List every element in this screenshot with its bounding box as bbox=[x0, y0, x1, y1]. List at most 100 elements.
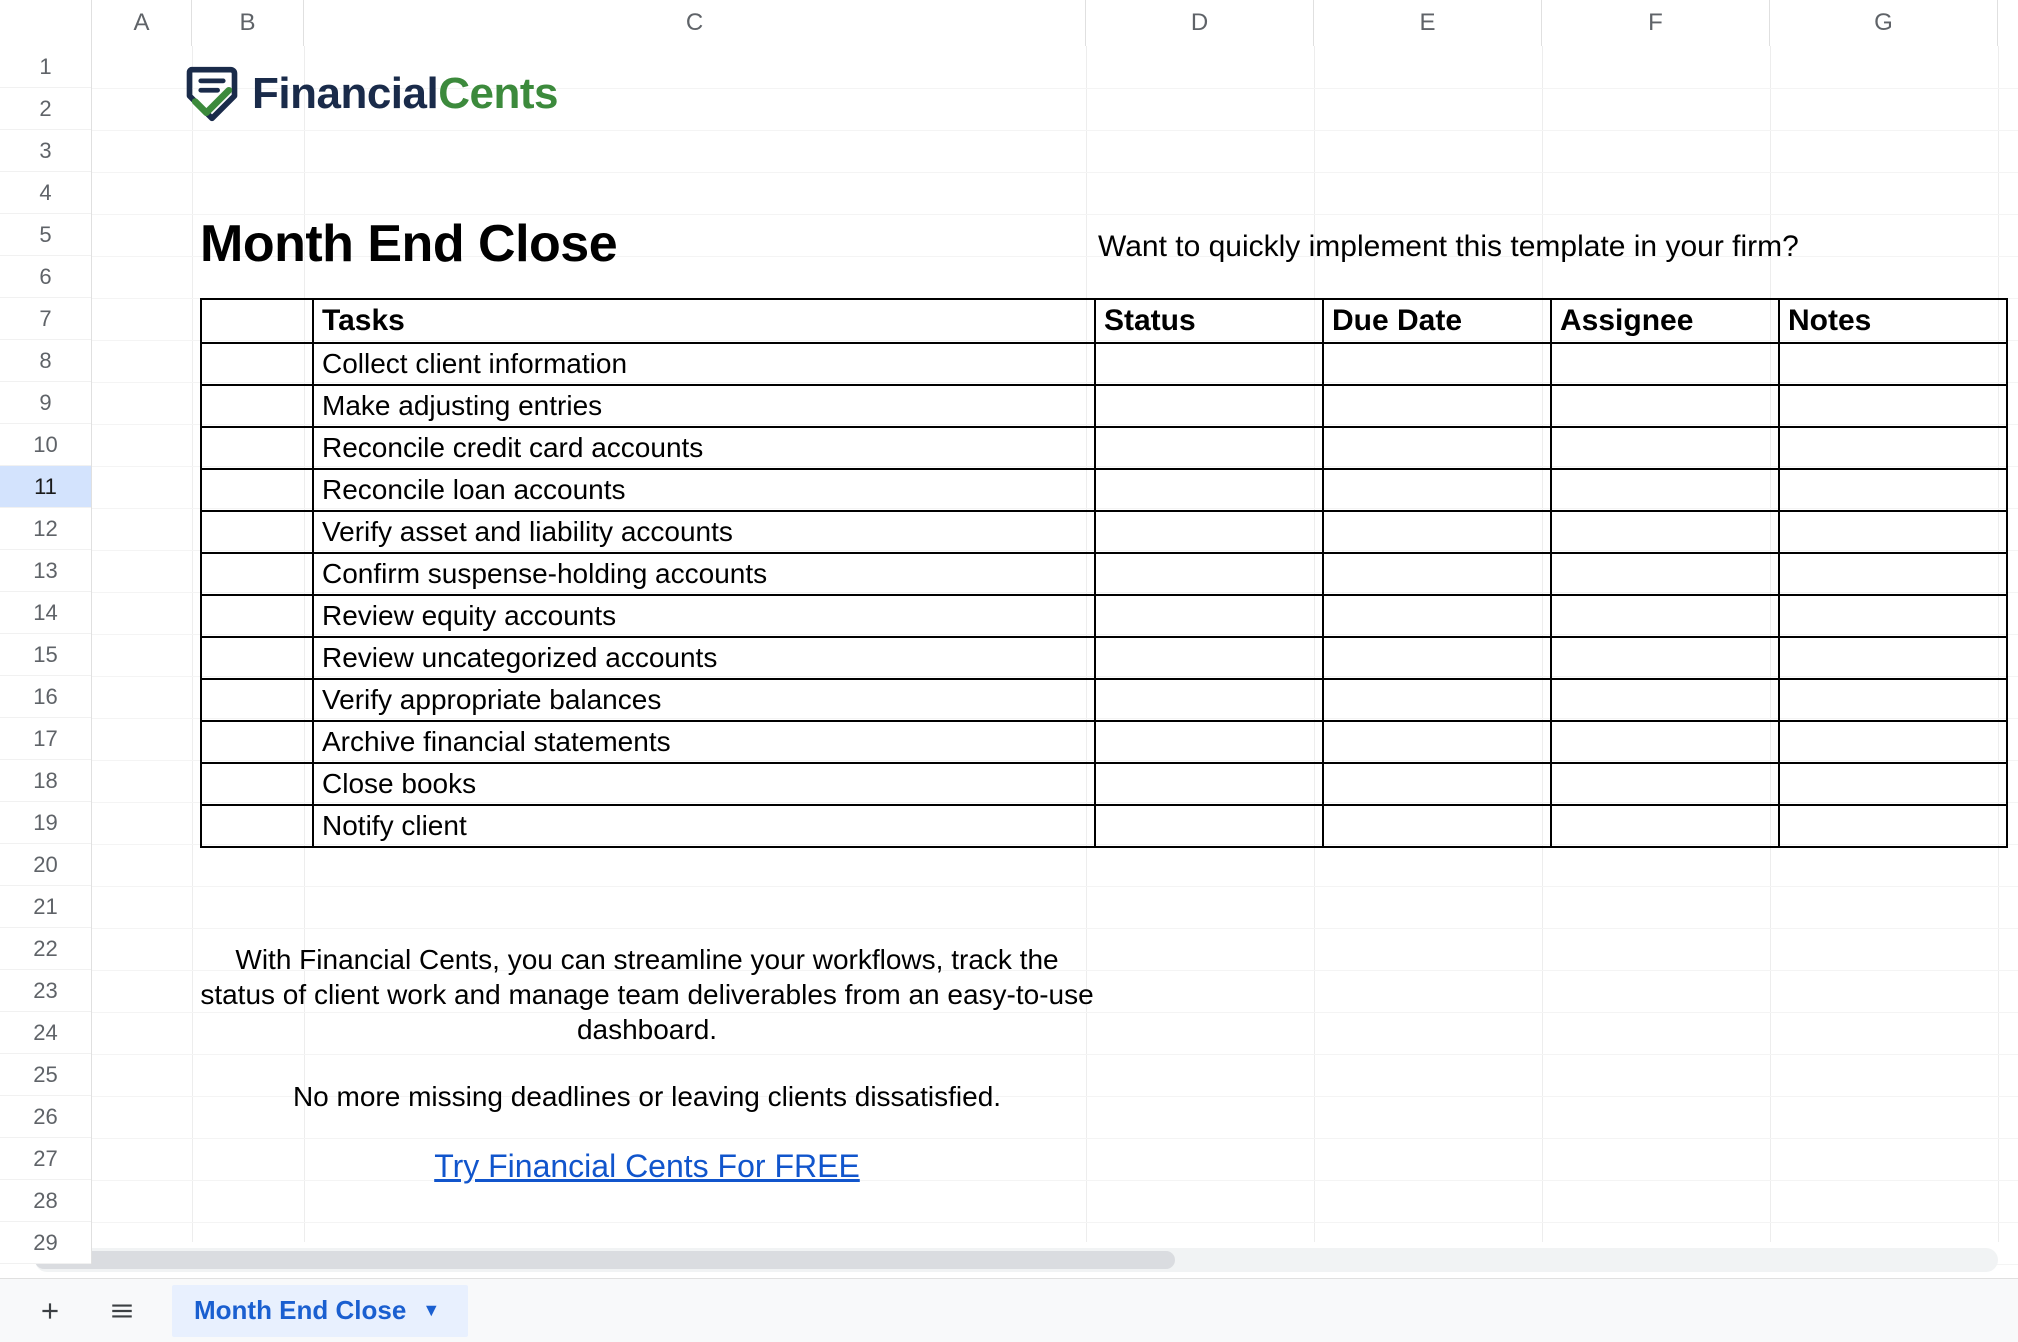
table-row[interactable]: Review equity accounts bbox=[201, 595, 2007, 637]
cell-e[interactable] bbox=[1323, 763, 1551, 805]
cell-d[interactable] bbox=[1095, 511, 1323, 553]
cell-g[interactable] bbox=[1779, 553, 2007, 595]
row-header-16[interactable]: 16 bbox=[0, 676, 91, 718]
row-header-26[interactable]: 26 bbox=[0, 1096, 91, 1138]
cell-d[interactable] bbox=[1095, 343, 1323, 385]
select-all-corner[interactable] bbox=[0, 0, 92, 46]
cell-c[interactable]: Reconcile loan accounts bbox=[313, 469, 1095, 511]
cell-f[interactable] bbox=[1551, 805, 1779, 847]
header-due-date[interactable]: Due Date bbox=[1323, 299, 1551, 343]
row-header-20[interactable]: 20 bbox=[0, 844, 91, 886]
row-header-25[interactable]: 25 bbox=[0, 1054, 91, 1096]
row-header-1[interactable]: 1 bbox=[0, 46, 91, 88]
table-row[interactable]: Collect client information bbox=[201, 343, 2007, 385]
row-header-3[interactable]: 3 bbox=[0, 130, 91, 172]
row-header-14[interactable]: 14 bbox=[0, 592, 91, 634]
row-header-27[interactable]: 27 bbox=[0, 1138, 91, 1180]
row-header-23[interactable]: 23 bbox=[0, 970, 91, 1012]
row-header-24[interactable]: 24 bbox=[0, 1012, 91, 1054]
cell-b[interactable] bbox=[201, 553, 313, 595]
cell-b[interactable] bbox=[201, 721, 313, 763]
column-header-b[interactable]: B bbox=[192, 0, 304, 46]
cell-f[interactable] bbox=[1551, 511, 1779, 553]
row-header-11[interactable]: 11 bbox=[0, 466, 91, 508]
cell-d[interactable] bbox=[1095, 595, 1323, 637]
row-header-21[interactable]: 21 bbox=[0, 886, 91, 928]
column-header-f[interactable]: F bbox=[1542, 0, 1770, 46]
tasks-table[interactable]: Tasks Status Due Date Assignee Notes Col… bbox=[200, 298, 2008, 848]
cell-d[interactable] bbox=[1095, 763, 1323, 805]
row-header-5[interactable]: 5 bbox=[0, 214, 91, 256]
cell-f[interactable] bbox=[1551, 595, 1779, 637]
cell-c[interactable]: Review uncategorized accounts bbox=[313, 637, 1095, 679]
column-header-a[interactable]: A bbox=[92, 0, 192, 46]
header-status[interactable]: Status bbox=[1095, 299, 1323, 343]
cell-g[interactable] bbox=[1779, 637, 2007, 679]
row-header-13[interactable]: 13 bbox=[0, 550, 91, 592]
cell-g[interactable] bbox=[1779, 805, 2007, 847]
table-row[interactable]: Reconcile loan accounts bbox=[201, 469, 2007, 511]
row-header-10[interactable]: 10 bbox=[0, 424, 91, 466]
scrollbar-thumb[interactable] bbox=[35, 1251, 1175, 1269]
row-header-8[interactable]: 8 bbox=[0, 340, 91, 382]
cell-f[interactable] bbox=[1551, 553, 1779, 595]
cell-e[interactable] bbox=[1323, 805, 1551, 847]
table-row[interactable]: Notify client bbox=[201, 805, 2007, 847]
add-sheet-button[interactable] bbox=[28, 1289, 72, 1333]
cell-e[interactable] bbox=[1323, 595, 1551, 637]
cell-c[interactable]: Verify appropriate balances bbox=[313, 679, 1095, 721]
cell-f[interactable] bbox=[1551, 385, 1779, 427]
row-header-19[interactable]: 19 bbox=[0, 802, 91, 844]
table-row[interactable]: Archive financial statements bbox=[201, 721, 2007, 763]
cell-c[interactable]: Verify asset and liability accounts bbox=[313, 511, 1095, 553]
cell-e[interactable] bbox=[1323, 385, 1551, 427]
cell-b[interactable] bbox=[201, 679, 313, 721]
cell-e[interactable] bbox=[1323, 343, 1551, 385]
cell-b[interactable] bbox=[201, 469, 313, 511]
column-header-d[interactable]: D bbox=[1086, 0, 1314, 46]
cell-f[interactable] bbox=[1551, 721, 1779, 763]
row-header-28[interactable]: 28 bbox=[0, 1180, 91, 1222]
row-header-18[interactable]: 18 bbox=[0, 760, 91, 802]
cell-g[interactable] bbox=[1779, 721, 2007, 763]
cell-d[interactable] bbox=[1095, 679, 1323, 721]
cell-d[interactable] bbox=[1095, 553, 1323, 595]
cell-f[interactable] bbox=[1551, 637, 1779, 679]
cell-d[interactable] bbox=[1095, 427, 1323, 469]
row-header-22[interactable]: 22 bbox=[0, 928, 91, 970]
cell-d[interactable] bbox=[1095, 805, 1323, 847]
cell-c[interactable]: Reconcile credit card accounts bbox=[313, 427, 1095, 469]
table-row[interactable]: Make adjusting entries bbox=[201, 385, 2007, 427]
row-header-4[interactable]: 4 bbox=[0, 172, 91, 214]
cell-d[interactable] bbox=[1095, 469, 1323, 511]
cell-c[interactable]: Review equity accounts bbox=[313, 595, 1095, 637]
cell-c[interactable]: Notify client bbox=[313, 805, 1095, 847]
cell-b[interactable] bbox=[201, 637, 313, 679]
cell-f[interactable] bbox=[1551, 427, 1779, 469]
header-notes[interactable]: Notes bbox=[1779, 299, 2007, 343]
cell-g[interactable] bbox=[1779, 385, 2007, 427]
column-header-g[interactable]: G bbox=[1770, 0, 1998, 46]
cell-b[interactable] bbox=[201, 595, 313, 637]
cell-e[interactable] bbox=[1323, 469, 1551, 511]
cell-e[interactable] bbox=[1323, 553, 1551, 595]
cell-b[interactable] bbox=[201, 385, 313, 427]
header-assignee[interactable]: Assignee bbox=[1551, 299, 1779, 343]
cell-g[interactable] bbox=[1779, 679, 2007, 721]
cell-g[interactable] bbox=[1779, 763, 2007, 805]
sheet-tab-active[interactable]: Month End Close ▼ bbox=[172, 1285, 468, 1337]
row-header-6[interactable]: 6 bbox=[0, 256, 91, 298]
cell-c[interactable]: Close books bbox=[313, 763, 1095, 805]
cell-b[interactable] bbox=[201, 427, 313, 469]
row-header-17[interactable]: 17 bbox=[0, 718, 91, 760]
horizontal-scrollbar[interactable] bbox=[35, 1248, 1998, 1272]
cell-b[interactable] bbox=[201, 805, 313, 847]
cell-d[interactable] bbox=[1095, 385, 1323, 427]
cell-f[interactable] bbox=[1551, 679, 1779, 721]
row-header-7[interactable]: 7 bbox=[0, 298, 91, 340]
cta-link[interactable]: Try Financial Cents For FREE bbox=[434, 1148, 860, 1184]
cell-f[interactable] bbox=[1551, 343, 1779, 385]
cell-c[interactable]: Confirm suspense-holding accounts bbox=[313, 553, 1095, 595]
header-blank[interactable] bbox=[201, 299, 313, 343]
cell-d[interactable] bbox=[1095, 637, 1323, 679]
